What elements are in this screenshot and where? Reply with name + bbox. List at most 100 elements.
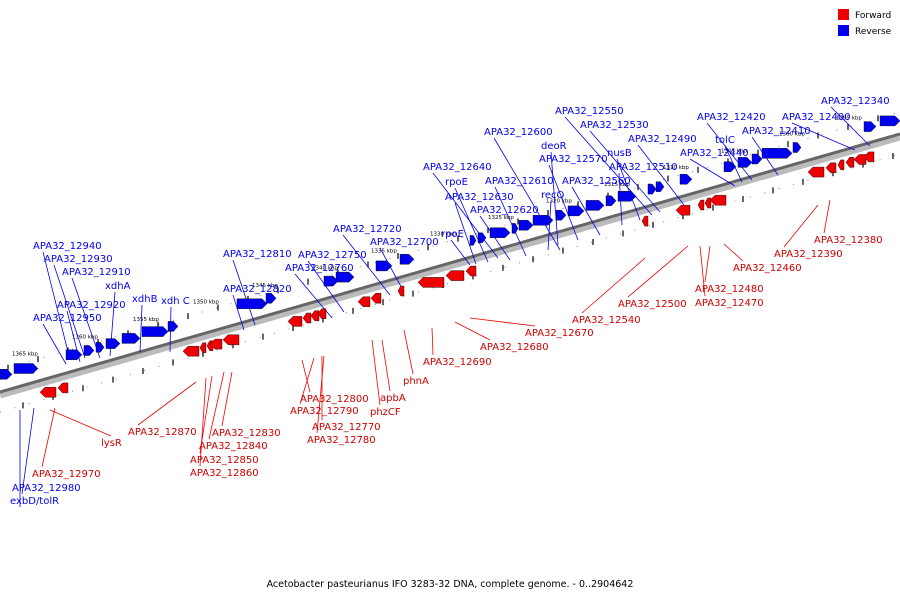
- forward-gene: [417, 277, 445, 288]
- reverse-gene-label: APA32_12700: [370, 237, 439, 248]
- scale-tick-label: 1300 kbp: [779, 132, 805, 138]
- leader-line: [704, 245, 711, 283]
- leader-line: [379, 247, 405, 293]
- forward-gene: [853, 154, 867, 165]
- forward-gene: [845, 157, 855, 168]
- forward-gene-label: APA32_12840: [199, 441, 268, 452]
- reverse-gene-label: APA32_12400: [782, 112, 851, 123]
- leader-line: [627, 245, 689, 298]
- genome-axis-shadow: [0, 133, 900, 399]
- forward-gene-label: APA32_12830: [212, 428, 281, 439]
- reverse-gene: [95, 342, 105, 353]
- forward-gene: [317, 308, 327, 319]
- forward-gene: [209, 338, 223, 350]
- reverse-gene-label: APA32_12950: [33, 313, 102, 324]
- leader-line: [232, 294, 245, 331]
- reverse-gene-label: APA32_12560: [562, 176, 631, 187]
- reverse-gene: [489, 227, 511, 238]
- leader-line: [699, 245, 706, 297]
- reverse-gene-label: APA32_12420: [697, 112, 766, 123]
- forward-gene: [863, 151, 875, 163]
- reverse-gene-label: APA32_12910: [62, 267, 131, 278]
- leader-line: [432, 172, 499, 259]
- leader-line: [454, 202, 477, 265]
- forward-gene-label: phnA: [403, 376, 429, 387]
- forward-gene: [199, 342, 207, 353]
- reverse-gene-label: APA32_12490: [628, 134, 697, 145]
- reverse-gene: [518, 220, 534, 231]
- leader-line: [791, 122, 856, 151]
- leader-line: [564, 116, 653, 216]
- reverse-gene-label: xdhB: [132, 294, 158, 305]
- reverse-gene: [655, 181, 665, 192]
- forward-gene-label: APA32_12680: [480, 342, 549, 353]
- leader-line: [371, 339, 381, 406]
- reverse-gene-label: rpoE: [445, 177, 468, 188]
- forward-gene: [465, 265, 477, 277]
- forward-gene: [310, 310, 320, 321]
- leader-line: [479, 215, 511, 261]
- forward-gene: [837, 159, 845, 171]
- leader-line: [450, 239, 471, 266]
- leader-line: [41, 407, 56, 468]
- scale-tick-label: 1295 kbp: [836, 115, 862, 121]
- reverse-gene-label: APA32_12820: [223, 284, 292, 295]
- reverse-track-guide: [0, 111, 900, 371]
- reverse-gene-label: APA32_12750: [298, 250, 367, 261]
- reverse-gene-label: APA32_12530: [580, 120, 649, 131]
- leader-line: [232, 259, 256, 326]
- leader-line: [301, 359, 311, 393]
- leader-line: [431, 327, 434, 356]
- reverse-gene: [792, 142, 802, 153]
- forward-gene-label: apbA: [380, 393, 406, 404]
- reverse-gene-label: nusB: [607, 148, 632, 159]
- reverse-gene: [555, 210, 567, 221]
- reverse-gene: [879, 115, 900, 127]
- reverse-gene-label: APA32_12410: [742, 126, 811, 137]
- scale-tick-label: 1355 kbp: [133, 317, 159, 323]
- reverse-gene-label: APA32_12620: [470, 205, 539, 216]
- leader-line: [454, 321, 491, 341]
- forward-gene: [370, 293, 382, 304]
- leader-line: [616, 158, 641, 221]
- reverse-gene: [0, 369, 13, 380]
- reverse-gene: [751, 153, 763, 165]
- leader-line: [316, 355, 325, 434]
- forward-gene-label: APA32_12460: [733, 263, 802, 274]
- forward-gene-label: APA32_12860: [190, 468, 259, 479]
- gene-labels: APA32_12340APA32_12400APA32_12420APA32_1…: [10, 96, 890, 507]
- label-leader-lines: [19, 106, 871, 507]
- forward-gene-label: APA32_12390: [774, 249, 843, 260]
- reverse-gene: [121, 333, 141, 344]
- leader-line: [689, 158, 736, 187]
- reverse-gene-label: rpoE: [441, 229, 464, 240]
- forward-gene: [807, 166, 825, 178]
- scale-tick-label: 1345 kbp: [252, 283, 278, 289]
- leader-line: [706, 122, 753, 181]
- leader-line: [571, 186, 601, 236]
- forward-gene-label: APA32_12540: [572, 315, 641, 326]
- leader-line: [454, 187, 489, 263]
- reverse-gene-label: APA32_12720: [333, 224, 402, 235]
- reverse-gene: [477, 232, 487, 243]
- forward-gene: [302, 312, 312, 324]
- reverse-gene: [13, 363, 39, 374]
- forward-gene: [675, 205, 691, 216]
- reverse-gene: [399, 254, 415, 265]
- reverse-gene: [335, 271, 355, 283]
- reverse-gene-label: APA32_12440: [680, 148, 749, 159]
- reverse-gene-label: APA32_12760: [285, 263, 354, 274]
- forward-gene-label: APA32_12670: [525, 328, 594, 339]
- reverse-gene-label: tolC: [715, 135, 735, 146]
- scale-tick-label: 1350 kbp: [193, 300, 219, 306]
- reverse-gene-label: APA32_12630: [445, 192, 514, 203]
- forward-gene-label: APA32_12690: [423, 357, 492, 368]
- reverse-legend-label: Reverse: [855, 27, 892, 37]
- scale-tick-label: 1360 kbp: [72, 334, 98, 340]
- scale-tick-label: 1325 kbp: [488, 215, 514, 221]
- reverse-gene: [605, 195, 617, 206]
- forward-gene-label: phzCF: [370, 407, 401, 418]
- leader-line: [21, 407, 35, 495]
- reverse-gene: [617, 191, 637, 202]
